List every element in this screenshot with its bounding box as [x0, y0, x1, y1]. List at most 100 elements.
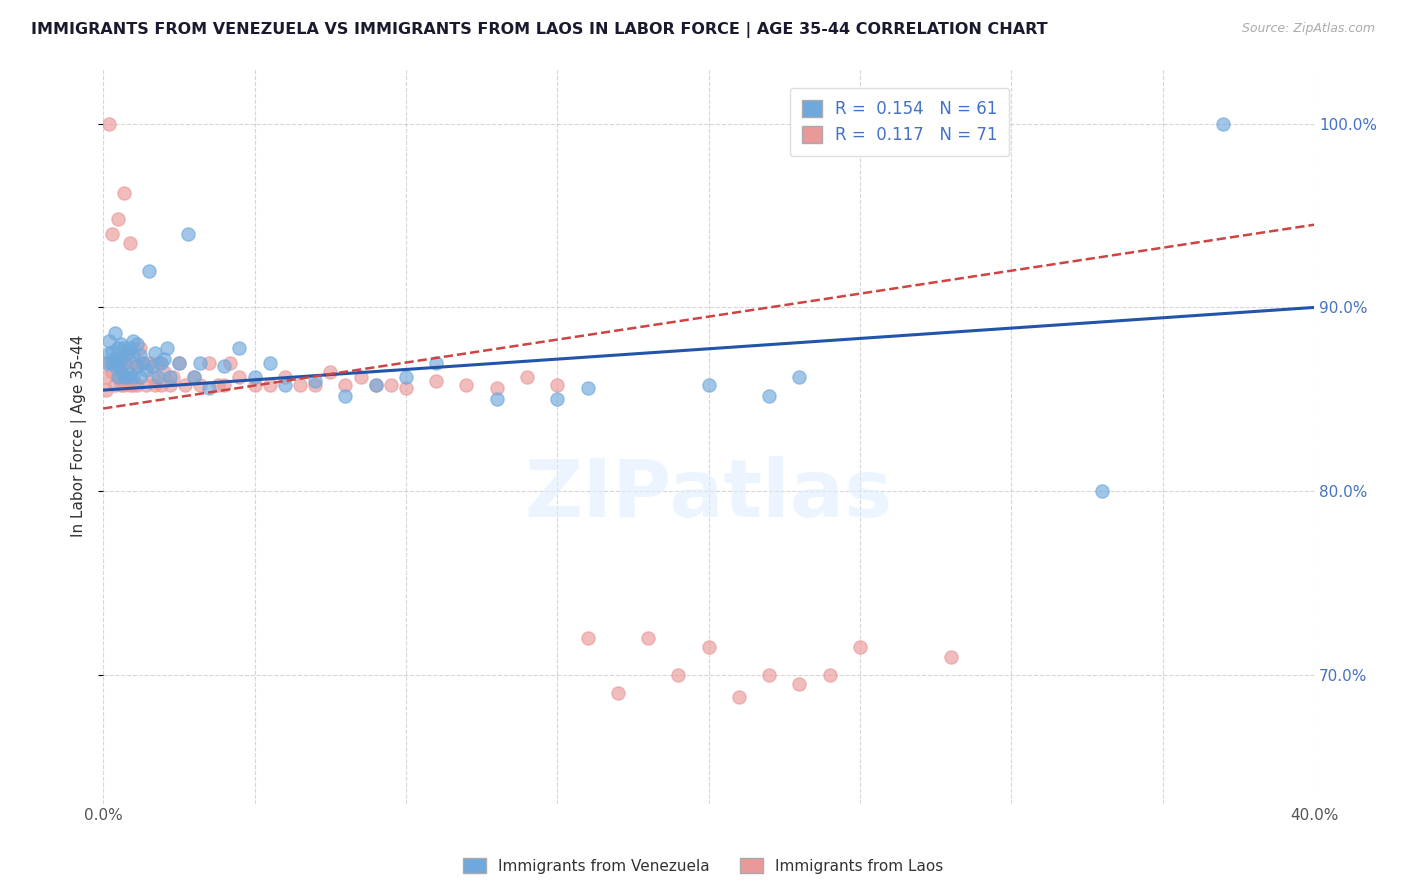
Point: [112, 377, 135, 392]
Point: [364, 377, 387, 392]
Point: [120, 236, 142, 251]
Point: [149, 377, 172, 392]
Point: [637, 631, 659, 645]
Point: [516, 370, 538, 384]
Point: [198, 355, 221, 369]
Point: [96, 383, 118, 397]
Point: [758, 389, 780, 403]
Point: [939, 649, 962, 664]
Legend: R =  0.154   N = 61, R =  0.117   N = 71: R = 0.154 N = 61, R = 0.117 N = 71: [790, 88, 1010, 156]
Point: [117, 370, 139, 384]
Point: [697, 640, 720, 655]
Point: [576, 631, 599, 645]
Point: [146, 370, 169, 384]
Point: [243, 370, 266, 384]
Point: [146, 355, 169, 369]
Point: [425, 374, 447, 388]
Point: [159, 377, 181, 392]
Point: [319, 365, 342, 379]
Point: [112, 341, 135, 355]
Point: [1212, 117, 1234, 131]
Point: [101, 227, 124, 241]
Point: [546, 377, 568, 392]
Point: [174, 377, 197, 392]
Point: [128, 348, 150, 362]
Point: [122, 348, 145, 362]
Point: [101, 355, 124, 369]
Point: [128, 341, 150, 355]
Legend: Immigrants from Venezuela, Immigrants from Laos: Immigrants from Venezuela, Immigrants fr…: [457, 852, 949, 880]
Point: [188, 377, 211, 392]
Point: [104, 377, 127, 392]
Point: [125, 337, 148, 351]
Point: [167, 355, 190, 369]
Point: [110, 337, 132, 351]
Point: [104, 355, 127, 369]
Point: [141, 370, 163, 384]
Point: [335, 389, 357, 403]
Point: [789, 370, 811, 384]
Point: [349, 370, 371, 384]
Point: [107, 212, 129, 227]
Text: ZIPatlas: ZIPatlas: [524, 456, 893, 534]
Point: [666, 668, 689, 682]
Point: [288, 377, 311, 392]
Point: [1091, 484, 1114, 499]
Point: [138, 263, 160, 277]
Point: [110, 355, 132, 369]
Point: [96, 355, 118, 369]
Point: [228, 341, 250, 355]
Point: [177, 227, 200, 241]
Text: IMMIGRANTS FROM VENEZUELA VS IMMIGRANTS FROM LAOS IN LABOR FORCE | AGE 35-44 COR: IMMIGRANTS FROM VENEZUELA VS IMMIGRANTS …: [31, 22, 1047, 38]
Point: [107, 341, 129, 355]
Point: [304, 374, 326, 388]
Point: [167, 355, 190, 369]
Point: [849, 640, 872, 655]
Point: [818, 668, 841, 682]
Point: [96, 370, 118, 384]
Point: [107, 370, 129, 384]
Y-axis label: In Labor Force | Age 35-44: In Labor Force | Age 35-44: [72, 334, 87, 537]
Point: [135, 377, 157, 392]
Point: [98, 346, 121, 360]
Point: [104, 326, 127, 340]
Point: [183, 370, 205, 384]
Point: [128, 370, 150, 384]
Point: [304, 377, 326, 392]
Point: [546, 392, 568, 407]
Point: [274, 377, 297, 392]
Point: [101, 365, 124, 379]
Point: [131, 355, 153, 369]
Point: [120, 367, 142, 381]
Point: [104, 359, 127, 374]
Point: [395, 370, 418, 384]
Text: Source: ZipAtlas.com: Source: ZipAtlas.com: [1241, 22, 1375, 36]
Point: [259, 355, 281, 369]
Point: [107, 370, 129, 384]
Point: [122, 377, 145, 392]
Point: [485, 381, 508, 395]
Point: [117, 370, 139, 384]
Point: [107, 355, 129, 369]
Point: [188, 355, 211, 369]
Point: [98, 334, 121, 348]
Point: [456, 377, 478, 392]
Point: [183, 370, 205, 384]
Point: [101, 344, 124, 359]
Point: [112, 370, 135, 384]
Point: [112, 355, 135, 369]
Point: [110, 377, 132, 392]
Point: [789, 677, 811, 691]
Point: [274, 370, 297, 384]
Point: [122, 370, 145, 384]
Point: [135, 363, 157, 377]
Point: [131, 355, 153, 369]
Point: [112, 355, 135, 369]
Point: [576, 381, 599, 395]
Point: [162, 370, 184, 384]
Point: [117, 346, 139, 360]
Point: [138, 355, 160, 369]
Point: [120, 377, 142, 392]
Point: [107, 355, 129, 369]
Point: [243, 377, 266, 392]
